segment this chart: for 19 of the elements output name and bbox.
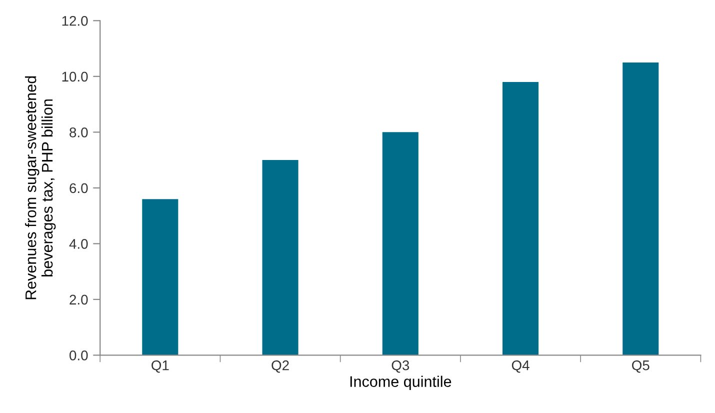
y-tick-label: 6.0 [70,183,88,194]
y-tick-label: 4.0 [69,239,88,249]
y-tick-label: 2.0 [70,294,88,305]
y-axis-title: Revenues from sugar-sweetened beverages tax, PHP billion [25,76,56,300]
y-tick-label: 8.0 [70,127,88,138]
x-tick-label: Q5 [632,360,650,373]
bar [142,199,178,356]
bar [502,82,539,356]
y-tick-label: 12.0 [62,16,88,26]
bar [622,62,659,356]
bar [262,160,298,356]
bar [382,132,418,356]
x-axis-title: Income quintile [350,376,452,390]
x-tick-label: Q3 [392,360,410,373]
x-tick-label: Q1 [152,360,169,373]
y-tick-label: 10.0 [62,72,88,82]
x-tick-label: Q4 [512,360,530,373]
x-tick-label: Q2 [272,360,289,373]
y-tick-label: 0.0 [70,350,88,360]
